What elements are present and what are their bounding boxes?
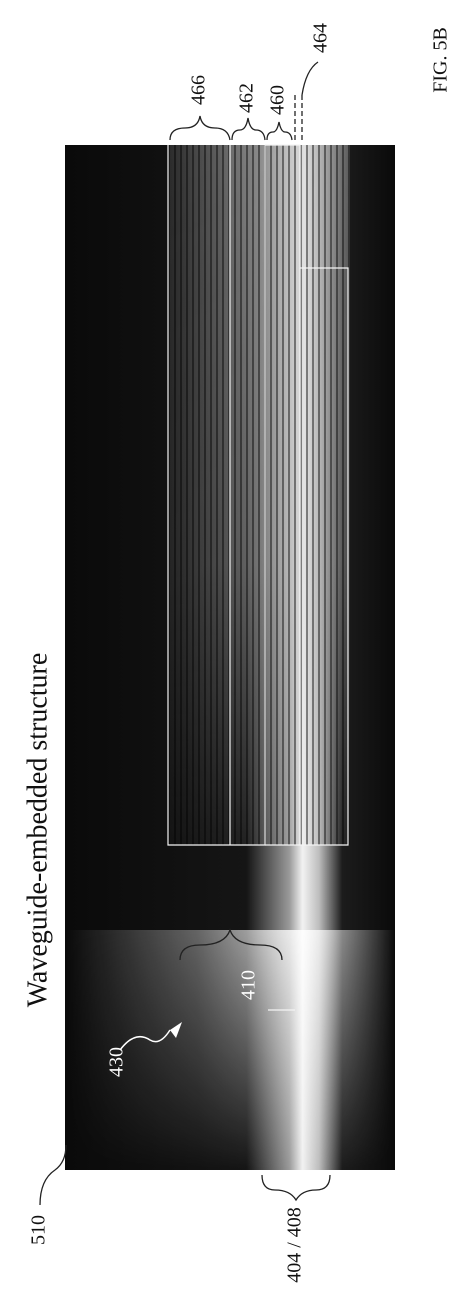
bracket-460 xyxy=(267,122,292,140)
bracket-462 xyxy=(232,118,265,140)
figure: Waveguide-embedded structure FIG. 5B 466… xyxy=(0,0,455,1293)
bracket-466 xyxy=(170,116,230,140)
figure-title: Waveguide-embedded structure xyxy=(22,653,53,1008)
figure-label: FIG. 5B xyxy=(430,27,452,93)
ref-label: 466 xyxy=(188,75,210,105)
ref-label: 510 xyxy=(28,1215,50,1245)
bracket-404-408 xyxy=(262,1175,330,1200)
ref-label: 462 xyxy=(236,83,258,113)
lead-510 xyxy=(40,1145,66,1205)
ref-label: 410 xyxy=(238,970,260,1000)
ref-label: 464 xyxy=(310,23,332,53)
ref-label: 460 xyxy=(267,85,289,115)
ref-label: 430 xyxy=(106,1047,128,1077)
lead-464 xyxy=(295,95,302,140)
texture xyxy=(168,145,350,845)
ref-label: 404 / 408 xyxy=(284,1207,306,1283)
lead-464-curve xyxy=(302,62,318,95)
